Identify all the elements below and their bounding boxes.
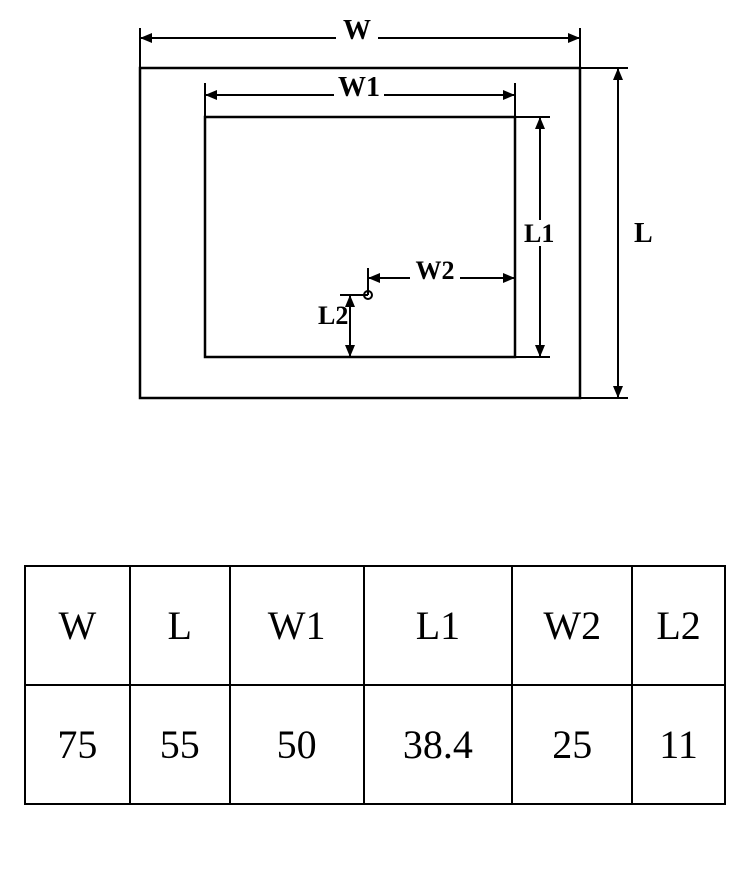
cell: 25 — [512, 685, 632, 804]
diagram-svg: W W1 W2 L — [110, 20, 670, 440]
dim-L1: L1 — [515, 117, 560, 357]
dim-W2-label: W2 — [416, 256, 455, 285]
col-header: L1 — [364, 566, 513, 685]
inner-rect — [205, 117, 515, 357]
col-header: L2 — [632, 566, 725, 685]
dimension-table: W L W1 L1 W2 L2 75 55 50 38.4 25 11 — [24, 565, 726, 805]
col-header: W2 — [512, 566, 632, 685]
dim-L-label: L — [634, 218, 653, 249]
dim-W: W — [140, 20, 580, 68]
cell: 11 — [632, 685, 725, 804]
dim-W2: W2 — [368, 256, 515, 295]
table-row: 75 55 50 38.4 25 11 — [25, 685, 725, 804]
dim-W-label: W — [343, 20, 371, 46]
cell: 50 — [230, 685, 364, 804]
col-header: W1 — [230, 566, 364, 685]
dim-L2-label: L2 — [318, 301, 348, 330]
cell: 38.4 — [364, 685, 513, 804]
cell: 55 — [130, 685, 230, 804]
data-table: W L W1 L1 W2 L2 75 55 50 38.4 25 11 — [24, 565, 726, 805]
dim-L: L — [580, 68, 653, 398]
table-header-row: W L W1 L1 W2 L2 — [25, 566, 725, 685]
dim-L1-label: L1 — [524, 219, 554, 248]
dim-W1: W1 — [205, 72, 515, 117]
cell: 75 — [25, 685, 130, 804]
dimension-diagram: W W1 W2 L — [110, 20, 650, 440]
dim-L2: L2 — [318, 295, 368, 357]
col-header: L — [130, 566, 230, 685]
col-header: W — [25, 566, 130, 685]
dim-W1-label: W1 — [338, 72, 380, 103]
